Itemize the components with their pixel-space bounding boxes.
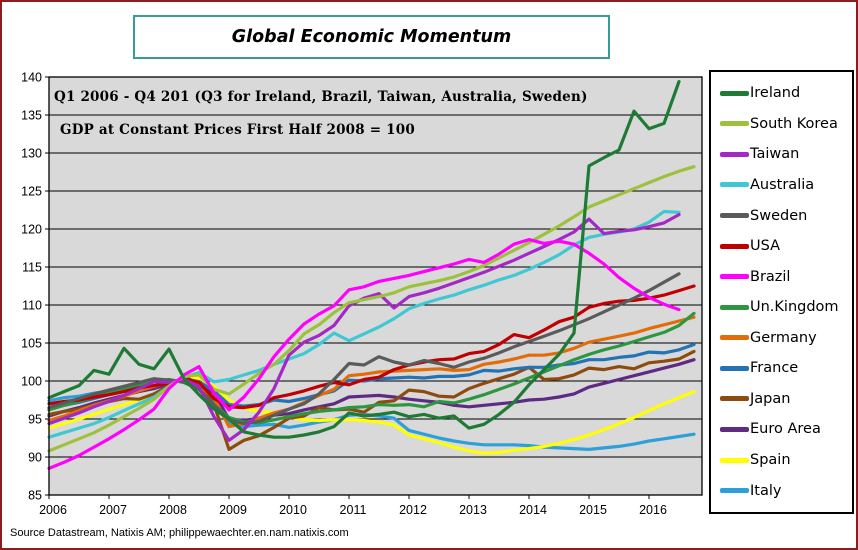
legend-item-australia: Australia [720, 172, 852, 198]
y-axis-label: 135 [21, 109, 42, 123]
legend-swatch [720, 213, 749, 219]
x-axis-label: 2011 [340, 503, 367, 517]
legend-swatch [720, 243, 749, 249]
legend-label: France [750, 360, 799, 377]
legend-label: Euro Area [750, 421, 821, 438]
legend-item-taiwan: Taiwan [720, 141, 852, 167]
legend-item-japan: Japan [720, 386, 852, 412]
y-axis-label: 110 [22, 299, 42, 313]
legend-label: USA [750, 238, 781, 255]
legend-label: Spain [750, 452, 791, 469]
legend-swatch [720, 121, 749, 127]
legend-item-brazil: Brazil [720, 264, 852, 290]
legend-box: Ireland South Korea Taiwan Australia Sweden U… [709, 70, 854, 514]
legend-swatch [720, 274, 749, 280]
source-note: Source Datastream, Natixis AM; philippew… [10, 527, 349, 539]
plot-border [48, 76, 703, 496]
x-axis-label: 2014 [519, 503, 547, 517]
legend-item-germany: Germany [720, 325, 852, 351]
y-axis-label: 95 [28, 413, 42, 427]
x-axis-label: 2015 [579, 503, 607, 517]
x-axis-label: 2012 [399, 503, 427, 517]
legend-label: Brazil [750, 268, 791, 285]
legend-swatch [720, 396, 749, 402]
legend-label: South Korea [750, 115, 838, 132]
legend-swatch [720, 488, 749, 494]
x-axis-label: 2013 [459, 503, 487, 517]
series-line-usa [47, 284, 696, 410]
y-axis-label: 115 [22, 261, 42, 275]
legend-item-euro-area: Euro Area [720, 416, 852, 442]
x-axis-label: 2016 [639, 503, 667, 517]
series-line-ireland [47, 79, 681, 439]
y-axis-label: 85 [28, 489, 42, 503]
y-axis-label: 125 [21, 185, 42, 199]
legend-swatch [720, 151, 749, 157]
x-axis-label: 2008 [159, 503, 187, 517]
x-axis-label: 2010 [279, 503, 307, 517]
y-axis-label: 100 [21, 375, 42, 389]
chart-title-box: Global Economic Momentum [133, 15, 610, 59]
legend-item-sweden: Sweden [720, 203, 852, 229]
legend-swatch [720, 90, 749, 96]
legend-swatch [720, 365, 749, 371]
legend-label: Australia [750, 176, 815, 193]
y-axis-label: 120 [21, 223, 42, 237]
legend-item-un-kingdom: Un.Kingdom [720, 294, 852, 320]
x-axis-label: 2006 [39, 503, 67, 517]
legend-item-italy: Italy [720, 478, 852, 504]
legend-item-south-korea: South Korea [720, 111, 852, 137]
x-axis-label: 2007 [99, 503, 127, 517]
legend-swatch [720, 457, 749, 463]
legend-label: Japan [750, 390, 791, 407]
legend-item-usa: USA [720, 233, 852, 259]
legend-label: Ireland [750, 85, 801, 102]
y-axis-label: 90 [28, 451, 42, 465]
chart-title: Global Economic Momentum [231, 27, 512, 47]
y-axis-label: 140 [21, 71, 42, 85]
y-axis-label: 105 [21, 337, 42, 351]
legend-item-spain: Spain [720, 447, 852, 473]
plot-area [49, 77, 702, 495]
legend-label: Italy [750, 482, 782, 499]
x-axis-label: 2009 [219, 503, 247, 517]
series-line-brazil [47, 238, 681, 470]
legend-label: Taiwan [750, 146, 800, 163]
legend-label: Sweden [750, 207, 808, 224]
legend-swatch [720, 182, 749, 188]
series-line-euro-area [47, 358, 696, 423]
legend-item-france: France [720, 355, 852, 381]
legend-label: Germany [750, 329, 817, 346]
legend-label: Un.Kingdom [750, 299, 839, 316]
legend-swatch [720, 426, 749, 432]
y-axis-label: 130 [21, 147, 42, 161]
legend-item-ireland: Ireland [720, 80, 852, 106]
legend-swatch [720, 304, 749, 310]
legend-swatch [720, 335, 749, 341]
